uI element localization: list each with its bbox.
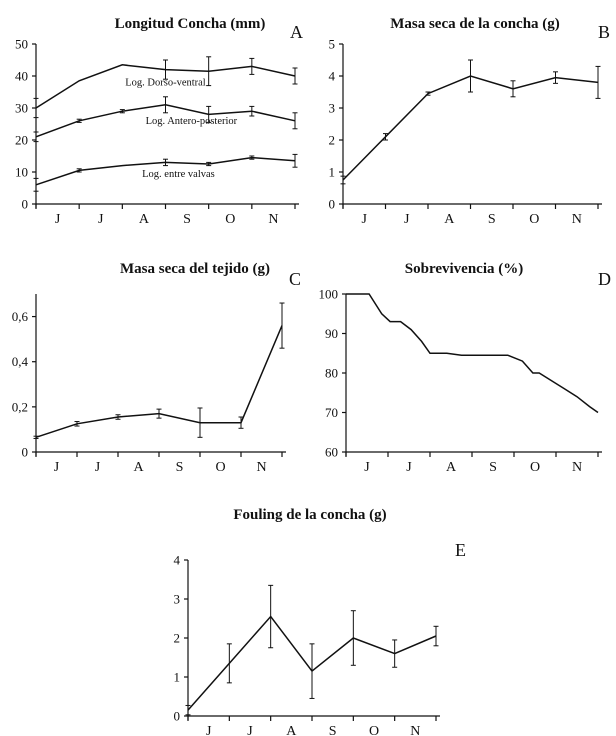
chart-a: 0 10 20 30 40 50 J J A S O N Log. Dorso-ventral Log. … (15, 37, 299, 227)
chart-d: 60 70 80 90 100 J J A S O N (319, 287, 602, 475)
panel-c-title: Masa seca del tejido (g) (120, 261, 270, 277)
y-tick-label: 0,4 (12, 354, 29, 369)
x-tick-label: J (206, 724, 212, 736)
x-tick-label: J (406, 460, 412, 475)
y-tick-label: 10 (15, 165, 28, 180)
x-tick-label: N (572, 212, 582, 227)
x-tick-label: J (247, 724, 253, 736)
series-label: Log. Dorso-ventral (125, 78, 206, 89)
y-tick-label: 0 (329, 197, 336, 212)
y-tick-label: 20 (15, 133, 28, 148)
y-tick-label: 100 (319, 287, 339, 302)
panel-d: Sobrevivencia (%) D (405, 261, 611, 289)
x-tick-label: O (529, 212, 539, 227)
series-line (35, 325, 283, 439)
panel-d-letter: D (598, 269, 611, 289)
x-tick-label: J (362, 212, 368, 227)
panel-c: Masa seca del tejido (g) C (120, 261, 301, 289)
panel-a-letter: A (290, 22, 303, 42)
x-tick-label: S (176, 460, 184, 475)
x-tick-label: J (98, 212, 104, 227)
x-tick-label: S (489, 460, 497, 475)
panel-c-letter: C (289, 269, 301, 289)
y-tick-label: 2 (329, 133, 336, 148)
y-tick-label: 0 (22, 197, 29, 212)
x-tick-label: N (256, 460, 266, 475)
y-tick-label: 90 (325, 326, 338, 341)
y-tick-label: 80 (325, 366, 338, 381)
y-tick-label: 5 (329, 37, 336, 52)
y-tick-label: 0,6 (12, 309, 29, 324)
x-tick-label: S (329, 724, 337, 736)
panel-b: Masa seca de la concha (g) B (390, 16, 610, 42)
panel-b-title: Masa seca de la concha (g) (390, 16, 560, 32)
y-tick-label: 4 (329, 69, 336, 84)
x-tick-label: N (268, 212, 278, 227)
y-tick-label: 3 (174, 592, 181, 607)
y-tick-label: 30 (15, 101, 28, 116)
y-tick-label: 0 (22, 445, 29, 460)
y-tick-label: 1 (174, 670, 181, 685)
x-tick-label: A (139, 212, 150, 227)
y-tick-label: 40 (15, 69, 28, 84)
x-tick-label: O (530, 460, 540, 475)
y-tick-label: 2 (174, 631, 181, 646)
panel-a-title: Longitud Concha (mm) (115, 16, 266, 32)
panel-e: Fouling de la concha (g) E (233, 507, 466, 560)
panel-d-title: Sobrevivencia (%) (405, 261, 523, 277)
panel-e-title: Fouling de la concha (g) (233, 507, 386, 523)
x-tick-label: O (215, 460, 225, 475)
chart-e: 0 1 2 3 4 J J A S O N (174, 553, 440, 736)
x-tick-label: J (55, 212, 61, 227)
y-tick-label: 50 (15, 37, 28, 52)
panel-b-letter: B (598, 22, 610, 42)
y-tick-label: 0 (174, 709, 181, 724)
x-tick-label: A (444, 212, 455, 227)
x-tick-label: J (54, 460, 60, 475)
x-tick-label: J (364, 460, 370, 475)
x-tick-label: N (410, 724, 420, 736)
y-tick-label: 1 (329, 165, 336, 180)
x-tick-label: S (183, 212, 191, 227)
series-label: Log. Antero-posterior (146, 116, 238, 127)
chart-c: 0 0,2 0,4 0,6 J J A S O N (12, 294, 286, 475)
chart-b: 0 1 2 3 4 5 J J A S O N (329, 37, 602, 227)
panel-e-letter: E (455, 540, 466, 560)
x-tick-label: S (488, 212, 496, 227)
y-tick-label: 4 (174, 553, 181, 568)
y-tick-label: 0,2 (12, 399, 28, 414)
x-tick-label: O (369, 724, 379, 736)
y-tick-label: 60 (325, 445, 338, 460)
series-line (346, 293, 599, 414)
x-tick-label: J (95, 460, 101, 475)
series-label: Log. entre valvas (142, 169, 215, 180)
y-tick-label: 3 (329, 101, 336, 116)
x-tick-label: A (286, 724, 297, 736)
y-tick-label: 70 (325, 405, 338, 420)
x-tick-label: A (446, 460, 457, 475)
x-tick-label: J (404, 212, 410, 227)
x-tick-label: A (133, 460, 144, 475)
panel-a: Longitud Concha (mm) A (115, 16, 303, 42)
x-tick-label: N (572, 460, 582, 475)
x-tick-label: O (225, 212, 235, 227)
